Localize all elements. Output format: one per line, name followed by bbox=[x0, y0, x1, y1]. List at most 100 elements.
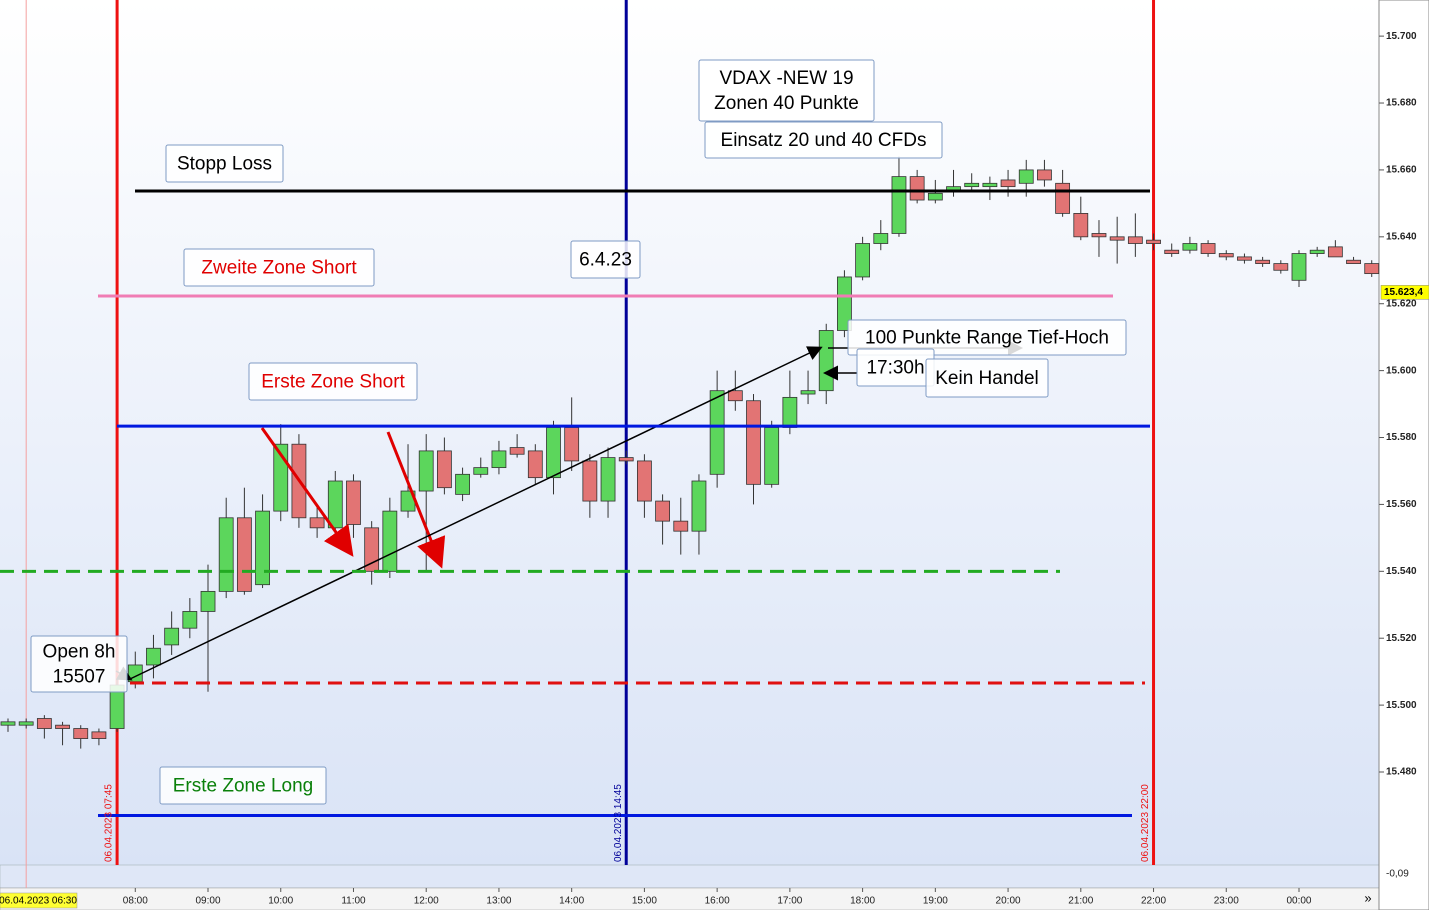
candle-body bbox=[1364, 263, 1380, 275]
y-tick-label: 15.700 bbox=[1386, 31, 1417, 42]
x-tick-label: 21:00 bbox=[1068, 896, 1093, 907]
cursor-label-box bbox=[0, 892, 78, 909]
candle-body bbox=[436, 450, 452, 489]
candle-body bbox=[146, 647, 161, 666]
candle-body bbox=[891, 176, 907, 234]
scroll-icon[interactable]: » bbox=[1364, 890, 1371, 905]
candle-body bbox=[1018, 169, 1034, 184]
y-tick-label: 15.520 bbox=[1386, 633, 1417, 644]
lines-layer bbox=[25, 0, 1156, 888]
x-tick-label: 16:00 bbox=[705, 896, 730, 907]
annotation-text: 15507 bbox=[53, 667, 106, 688]
candle-body bbox=[855, 243, 871, 278]
y-tick-label: 15.580 bbox=[1386, 432, 1417, 443]
candle-body bbox=[1127, 236, 1143, 244]
candle-body bbox=[455, 473, 470, 495]
y-tick-label: 15.480 bbox=[1386, 767, 1417, 778]
arrow bbox=[129, 346, 823, 680]
candle-body bbox=[473, 467, 489, 475]
annotation-text: 100 Punkte Range Tief-Hoch bbox=[865, 328, 1109, 349]
vertical-line-label: 06.04.2023 14:45 bbox=[613, 784, 624, 862]
x-tick-label: 09:00 bbox=[195, 896, 220, 907]
candle-body bbox=[909, 176, 925, 201]
annotation-box bbox=[248, 362, 418, 401]
candle-body bbox=[600, 457, 616, 502]
candle-body bbox=[782, 396, 798, 428]
candle-body bbox=[1255, 259, 1271, 264]
annotation-text: Zonen 40 Punkte bbox=[714, 93, 859, 114]
indicator-panel bbox=[0, 864, 1380, 889]
annotation-box bbox=[159, 766, 327, 805]
x-tick-label: 20:00 bbox=[996, 896, 1021, 907]
x-tick-label: 14:00 bbox=[559, 896, 584, 907]
candle-body bbox=[309, 517, 325, 529]
candle-body bbox=[1037, 169, 1052, 181]
candle-body bbox=[491, 450, 507, 469]
arrow bbox=[386, 431, 446, 569]
candle-body bbox=[564, 427, 580, 462]
candle-body bbox=[0, 721, 16, 726]
candle-body bbox=[18, 721, 34, 726]
candle-body bbox=[527, 450, 543, 479]
x-tick-label: 23:00 bbox=[1214, 896, 1239, 907]
candle-body bbox=[964, 182, 980, 188]
candle-body bbox=[164, 627, 180, 646]
candle-body bbox=[1182, 243, 1198, 251]
x-tick-label: 10:00 bbox=[268, 896, 293, 907]
candle-body bbox=[946, 186, 961, 191]
candle-body bbox=[1073, 213, 1089, 238]
candle-body bbox=[1000, 179, 1016, 188]
annotation-text: Stopp Loss bbox=[177, 154, 272, 175]
candle-body bbox=[637, 460, 652, 502]
candle-body bbox=[1346, 259, 1361, 264]
candle-body bbox=[673, 520, 689, 532]
annotation-text: Kein Handel bbox=[935, 368, 1039, 389]
candle-body bbox=[764, 427, 780, 485]
x-tick-label: 11:00 bbox=[341, 896, 366, 907]
annotation-text: Open 8h bbox=[43, 642, 116, 663]
candle-body bbox=[655, 500, 670, 522]
annotation-box bbox=[925, 358, 1049, 398]
candle-body bbox=[418, 450, 434, 492]
candles-layer bbox=[0, 156, 1380, 749]
candle-body bbox=[818, 330, 834, 392]
candle-body bbox=[800, 390, 816, 395]
candle-body bbox=[1200, 243, 1216, 254]
annotation-box bbox=[570, 240, 641, 279]
x-tick-label: 17:00 bbox=[777, 896, 802, 907]
annotation-box bbox=[165, 144, 284, 183]
candle-body bbox=[1146, 239, 1161, 244]
candle-body bbox=[982, 182, 998, 188]
candle-body bbox=[727, 390, 743, 402]
candle-body bbox=[255, 510, 270, 586]
x-tick-label: 19:00 bbox=[923, 896, 948, 907]
candle-body bbox=[1273, 263, 1289, 271]
y-tick-label: 15.660 bbox=[1386, 165, 1417, 176]
last-price-box bbox=[1380, 285, 1429, 300]
candle-body bbox=[1055, 182, 1071, 214]
annotation-text: Erste Zone Long bbox=[173, 776, 313, 797]
annotation-text: Zweite Zone Short bbox=[201, 258, 357, 279]
candle-body bbox=[1218, 253, 1234, 258]
candle-body bbox=[1291, 253, 1307, 281]
candle-body bbox=[327, 480, 343, 529]
x-tick-label: 08:00 bbox=[123, 896, 148, 907]
annotation-text: 6.4.23 bbox=[579, 250, 632, 271]
candle-body bbox=[200, 590, 216, 612]
annotation-box bbox=[698, 59, 875, 122]
x-tick-label: 22:00 bbox=[1141, 896, 1166, 907]
candle-body bbox=[546, 427, 561, 479]
y-tick-label: 15.600 bbox=[1386, 365, 1417, 376]
candle-body bbox=[73, 728, 89, 739]
candle-body bbox=[382, 510, 398, 572]
last-price-label: 15.623,4 bbox=[1384, 287, 1423, 298]
candle-body bbox=[91, 731, 107, 739]
candle-body bbox=[618, 457, 634, 462]
y-axis-band bbox=[1378, 0, 1429, 910]
y-tick-label: 15.560 bbox=[1386, 499, 1417, 510]
annotation-text: 17:30h bbox=[866, 358, 924, 379]
plot-area bbox=[0, 0, 1379, 865]
candle-body bbox=[1109, 236, 1125, 241]
candle-body bbox=[36, 718, 52, 729]
candle-body bbox=[236, 517, 252, 592]
